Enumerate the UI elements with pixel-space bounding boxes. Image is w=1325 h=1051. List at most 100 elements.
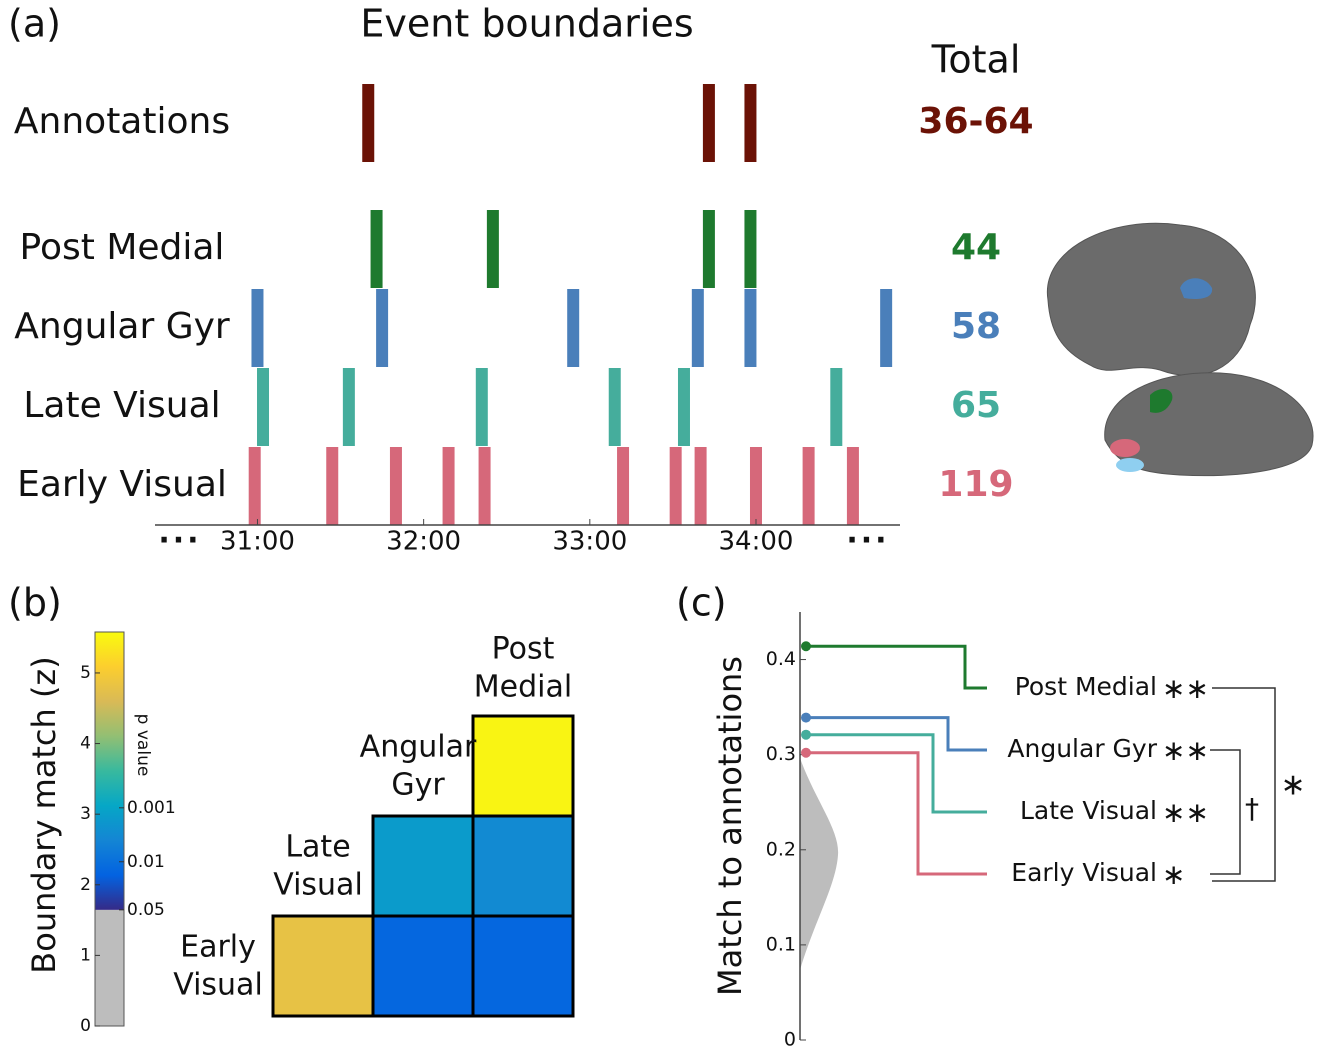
event-bar (669, 447, 682, 525)
region-label: Early (180, 930, 256, 965)
x-tick-label: 34:00 (719, 527, 794, 557)
c-tick-label: 2 (80, 875, 91, 895)
ellipsis-left: ... (158, 516, 201, 551)
row-label: Late Visual (23, 385, 220, 426)
significance: ∗ (1162, 858, 1185, 891)
series-label: Late Visual (1020, 796, 1157, 825)
significance: ∗∗ (1162, 734, 1209, 767)
series-label: Angular Gyr (1007, 734, 1157, 763)
event-bar (248, 447, 261, 525)
event-bar (362, 84, 375, 162)
row-label: Post Medial (20, 227, 225, 268)
heatmap-cell (471, 914, 575, 1018)
event-bar (478, 447, 491, 525)
brain-medial (1104, 372, 1314, 477)
event-bar (376, 289, 389, 367)
panel-label: (c) (676, 581, 727, 625)
region-label: Gyr (391, 768, 445, 803)
step-line (806, 644, 987, 690)
event-bar (257, 368, 270, 446)
null-distribution (800, 758, 839, 970)
significance: ∗∗ (1162, 796, 1209, 829)
x-tick-label: 33:00 (552, 527, 627, 557)
row-label: Angular Gyr (14, 306, 230, 347)
c-tick-label: 3 (80, 804, 91, 824)
event-bar (744, 84, 757, 162)
step-line (806, 733, 987, 814)
event-bar (880, 289, 893, 367)
total-value: 36-64 (918, 101, 1033, 142)
event-bar (326, 447, 339, 525)
x-tick-label: 32:00 (386, 527, 461, 557)
colorbar-gray (95, 909, 124, 1026)
y-tick-label: 0.2 (766, 838, 796, 860)
row-label: Early Visual (17, 464, 227, 505)
region-label: Angular (360, 730, 477, 765)
event-bar (691, 289, 704, 367)
step-line (806, 751, 987, 876)
x-tick-label: 31:00 (220, 527, 295, 557)
value-dot (801, 712, 811, 723)
value-dot (801, 729, 811, 740)
panel-label: (b) (8, 581, 62, 625)
event-bar (846, 447, 859, 525)
c-tick-label: 4 (80, 734, 91, 754)
y-tick-label: 0.3 (766, 743, 796, 765)
event-bar (567, 289, 580, 367)
row-label: Annotations (14, 101, 230, 142)
region-label: Post (492, 632, 555, 667)
event-bar (702, 210, 715, 288)
event-bar (744, 210, 757, 288)
colorbar-frame (94, 631, 125, 1027)
region-label: Late (285, 830, 350, 865)
region-label: Visual (273, 868, 363, 903)
value-dot (801, 747, 811, 758)
heatmap-cell (371, 814, 475, 918)
region-late-visual (1116, 458, 1144, 472)
y-tick-label: 0.1 (766, 933, 796, 955)
event-bar (442, 447, 455, 525)
region-early-visual (1110, 439, 1140, 457)
event-bar (617, 447, 630, 525)
c-tick-label: 5 (80, 663, 91, 683)
colorbar (95, 632, 124, 910)
event-bar (342, 368, 355, 446)
brain-lateral (1046, 222, 1256, 377)
series-label: Early Visual (1011, 858, 1157, 887)
series-label: Post Medial (1015, 672, 1157, 701)
event-bar (608, 368, 621, 446)
total-value: 65 (951, 385, 1001, 426)
event-bar (830, 368, 843, 446)
heatmap-cell (271, 914, 375, 1018)
event-bar (486, 210, 499, 288)
total-value: 44 (951, 227, 1001, 268)
total-value: 119 (938, 464, 1013, 505)
y-axis-label: Match to annotations (711, 656, 749, 996)
event-bar (744, 289, 757, 367)
y-tick-label: 0.4 (766, 648, 796, 670)
y-tick-label: 0 (784, 1029, 796, 1051)
event-bar (475, 368, 488, 446)
c-tick-label: 1 (80, 945, 91, 965)
significance: ∗∗ (1162, 672, 1209, 705)
step-line (806, 716, 987, 752)
brain-shape (1046, 222, 1256, 377)
region-label: Medial (474, 670, 572, 705)
colorbar-label: Boundary match (z) (25, 656, 63, 973)
event-bar (702, 84, 715, 162)
value-dot (801, 641, 811, 652)
total-title: Total (931, 38, 1021, 82)
event-bar (694, 447, 707, 525)
p-tick-label: 0.001 (127, 798, 176, 818)
event-bar (251, 289, 264, 367)
p-tick-label: 0.05 (127, 900, 165, 920)
p-tick-label: 0.01 (127, 852, 165, 872)
event-bar (749, 447, 762, 525)
bracket (1212, 687, 1276, 882)
bracket-label: ∗ (1280, 768, 1305, 803)
ellipsis-right: ... (846, 516, 889, 551)
heatmap-cell (471, 714, 575, 818)
region-post-medial (1150, 388, 1173, 413)
